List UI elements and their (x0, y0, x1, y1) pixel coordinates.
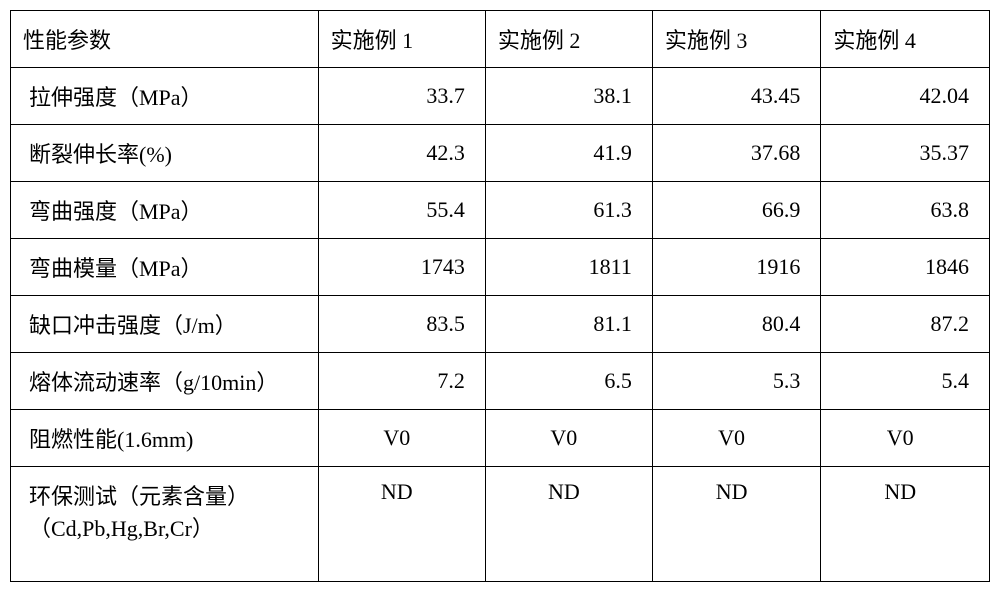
value-cell: 81.1 (485, 296, 652, 353)
value-cell: 41.9 (485, 125, 652, 182)
value-cell: 5.3 (652, 353, 821, 410)
param-cell: 弯曲模量（MPa） (11, 239, 319, 296)
header-ex2: 实施例 2 (485, 11, 652, 68)
header-ex1: 实施例 1 (318, 11, 485, 68)
value-cell: 83.5 (318, 296, 485, 353)
value-cell: 35.37 (821, 125, 990, 182)
table-row: 缺口冲击强度（J/m） 83.5 81.1 80.4 87.2 (11, 296, 990, 353)
table-row: 弯曲模量（MPa） 1743 1811 1916 1846 (11, 239, 990, 296)
value-cell: 38.1 (485, 68, 652, 125)
value-cell: 1743 (318, 239, 485, 296)
param-line2: （Cd,Pb,Hg,Br,Cr） (29, 516, 214, 541)
param-cell: 熔体流动速率（g/10min） (11, 353, 319, 410)
value-cell: V0 (652, 410, 821, 467)
value-cell: 43.45 (652, 68, 821, 125)
value-cell: V0 (821, 410, 990, 467)
param-cell: 拉伸强度（MPa） (11, 68, 319, 125)
table-row: 熔体流动速率（g/10min） 7.2 6.5 5.3 5.4 (11, 353, 990, 410)
value-cell: 87.2 (821, 296, 990, 353)
value-cell: ND (485, 467, 652, 582)
header-row: 性能参数 实施例 1 实施例 2 实施例 3 实施例 4 (11, 11, 990, 68)
value-cell: 63.8 (821, 182, 990, 239)
value-cell: ND (821, 467, 990, 582)
value-cell: 42.04 (821, 68, 990, 125)
param-cell: 缺口冲击强度（J/m） (11, 296, 319, 353)
value-cell: 66.9 (652, 182, 821, 239)
param-cell-multiline: 环保测试（元素含量） （Cd,Pb,Hg,Br,Cr） (11, 467, 319, 582)
value-cell: 80.4 (652, 296, 821, 353)
value-cell: 61.3 (485, 182, 652, 239)
header-param: 性能参数 (11, 11, 319, 68)
param-cell: 阻燃性能(1.6mm) (11, 410, 319, 467)
value-cell: ND (318, 467, 485, 582)
value-cell: 33.7 (318, 68, 485, 125)
param-cell: 弯曲强度（MPa） (11, 182, 319, 239)
value-cell: 5.4 (821, 353, 990, 410)
value-cell: 1916 (652, 239, 821, 296)
value-cell: 1846 (821, 239, 990, 296)
value-cell: 37.68 (652, 125, 821, 182)
table-row: 阻燃性能(1.6mm) V0 V0 V0 V0 (11, 410, 990, 467)
value-cell: V0 (318, 410, 485, 467)
properties-table: 性能参数 实施例 1 实施例 2 实施例 3 实施例 4 拉伸强度（MPa） 3… (10, 10, 990, 582)
table-row: 环保测试（元素含量） （Cd,Pb,Hg,Br,Cr） ND ND ND ND (11, 467, 990, 582)
value-cell: ND (652, 467, 821, 582)
header-ex3: 实施例 3 (652, 11, 821, 68)
param-line1: 环保测试（元素含量） (29, 484, 249, 509)
value-cell: 6.5 (485, 353, 652, 410)
value-cell: V0 (485, 410, 652, 467)
value-cell: 7.2 (318, 353, 485, 410)
table-row: 弯曲强度（MPa） 55.4 61.3 66.9 63.8 (11, 182, 990, 239)
value-cell: 42.3 (318, 125, 485, 182)
value-cell: 55.4 (318, 182, 485, 239)
header-ex4: 实施例 4 (821, 11, 990, 68)
table-row: 拉伸强度（MPa） 33.7 38.1 43.45 42.04 (11, 68, 990, 125)
param-cell: 断裂伸长率(%) (11, 125, 319, 182)
value-cell: 1811 (485, 239, 652, 296)
table-row: 断裂伸长率(%) 42.3 41.9 37.68 35.37 (11, 125, 990, 182)
